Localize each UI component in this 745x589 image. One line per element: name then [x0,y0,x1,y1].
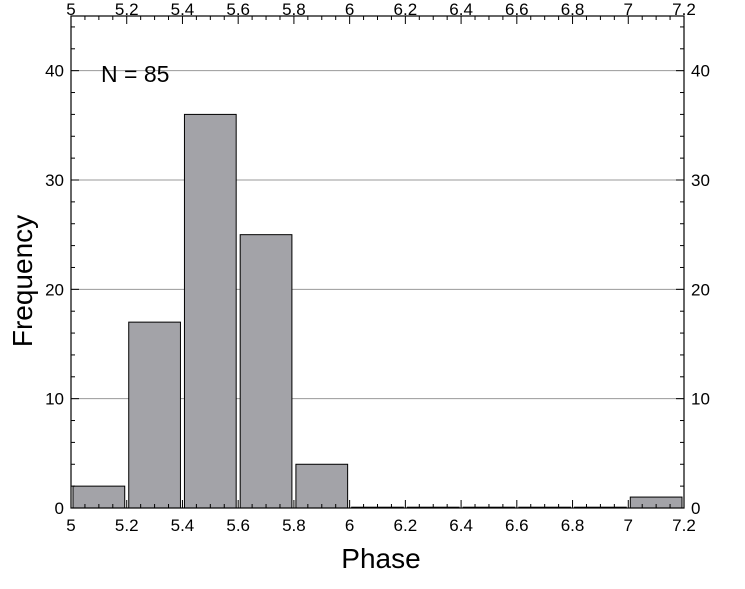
bar [183,113,237,509]
x-tick-label: 6.6 [505,516,529,535]
x-tick-label: 5.2 [115,516,139,535]
y-tick-label: 30 [45,171,64,190]
x-tick-label-top: 6.4 [449,0,473,19]
x-tick-label: 6 [345,516,354,535]
x-tick-label-top: 6.8 [561,0,585,19]
x-tick-label: 5 [66,516,75,535]
x-tick-label-top: 6.6 [505,0,529,19]
y-tick-label-right: 20 [691,280,710,299]
y-tick-label: 0 [55,499,64,518]
bar [239,234,293,509]
x-tick-label-top: 5 [66,0,75,19]
x-tick-label: 6.4 [449,516,473,535]
grid-lines [71,70,684,400]
y-tick-label: 40 [45,62,64,81]
x-tick-label: 5.8 [282,516,306,535]
sample-size-annotation: N = 85 [101,61,169,87]
x-tick-labels-top: 5 5.2 5.4 5.6 5.8 6 6.2 6.4 6.6 6.8 7 7.2 [66,0,696,19]
y-tick-label-right: 40 [691,62,710,81]
y-axis-title: Frequency [7,215,38,347]
x-axis-title: Phase [341,543,420,574]
x-tick-label: 6.2 [394,516,418,535]
plot-frame [70,15,685,509]
y-tick-label-right: 10 [691,390,710,409]
bar [295,463,349,509]
x-tick-labels-bottom: 5 5.2 5.4 5.6 5.8 6 6.2 6.4 6.6 6.8 7 7.2 [66,516,696,535]
x-tick-label: 6.8 [561,516,585,535]
x-tick-label-top: 5.4 [171,0,195,19]
bar [128,321,181,509]
x-tick-label: 7 [624,516,633,535]
y-tick-labels-left: 0 10 20 30 40 [45,62,64,518]
x-tick-label-top: 5.6 [226,0,250,19]
x-tick-label-top: 5.8 [282,0,306,19]
y-tick-label-right: 0 [691,499,700,518]
x-tick-label-top: 7 [624,0,633,19]
x-tick-label-top: 6.2 [394,0,418,19]
bars [72,113,683,509]
x-tick-label: 5.4 [171,516,195,535]
minor-ticks [71,16,684,508]
x-tick-label-top: 7.2 [672,0,696,19]
x-tick-label-top: 5.2 [115,0,139,19]
y-tick-label-right: 30 [691,171,710,190]
x-tick-label: 7.2 [672,516,696,535]
y-tick-label: 20 [45,280,64,299]
x-tick-label: 5.6 [226,516,250,535]
x-tick-label-top: 6 [345,0,354,19]
y-tick-labels-right: 0 10 20 30 40 [691,62,710,518]
y-tick-label: 10 [45,390,64,409]
